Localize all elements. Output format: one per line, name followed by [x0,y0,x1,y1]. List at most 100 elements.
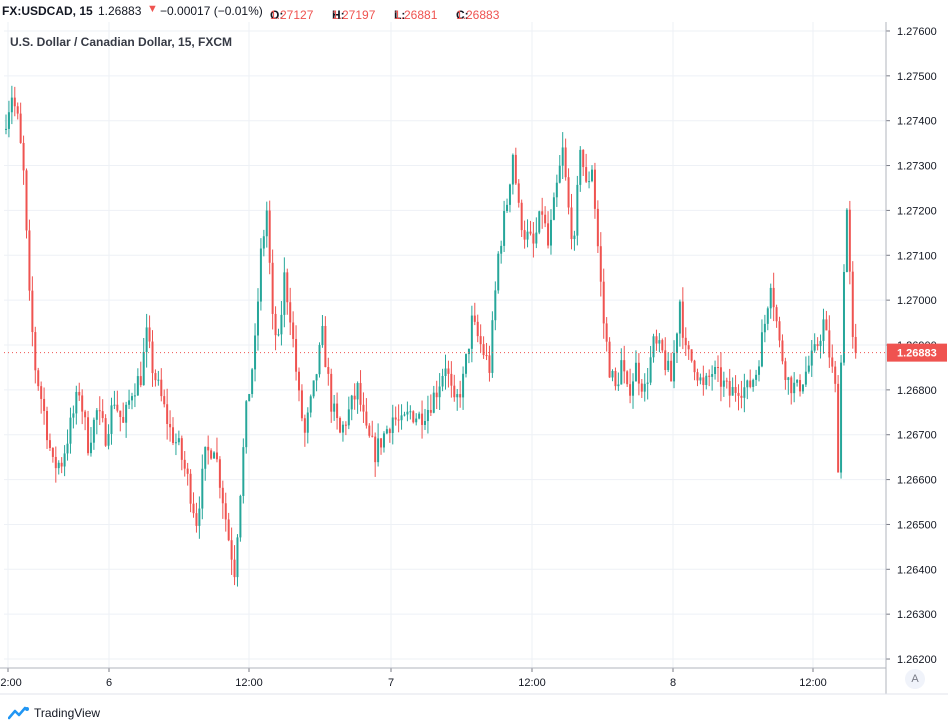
candle [145,313,148,368]
candle [300,384,303,422]
candle-body [541,211,544,215]
candle [289,287,292,336]
candle-body [450,373,453,386]
candle [107,424,110,450]
candle [576,175,579,246]
candle-body [693,360,696,373]
y-tick-label: 1.27400 [897,116,937,128]
candle [16,102,19,120]
candle [658,333,661,353]
candle-body [122,417,125,423]
y-tick-label: 1.26200 [897,654,937,666]
candle [840,354,843,479]
candle-body [40,386,43,399]
candle [169,410,172,442]
autoscale-button[interactable]: A [905,669,925,689]
candle [728,368,731,408]
candle-body [828,330,831,358]
candle-body [552,197,555,220]
candle [459,380,462,408]
candle-body [623,360,626,372]
candle [734,375,737,402]
candle-body [239,495,242,538]
candle [716,355,719,382]
candle [174,433,177,456]
candle-body [758,366,761,375]
symbol-header: FX:USDCAD, 15 1.26883 ▼ −0.00017 (−0.01%… [0,0,948,22]
candle [755,369,758,386]
candle [661,338,664,354]
candle [412,410,415,424]
candle-body [151,341,154,374]
candle-body [66,443,69,454]
candle [394,406,397,426]
candle-body [368,425,371,436]
candle [78,382,81,401]
candle-body [157,379,160,381]
candle-body [822,319,825,341]
candle-body [336,403,339,419]
candle-body [585,167,588,182]
candle-body [298,371,300,391]
candle-body [517,183,520,203]
candle [591,165,593,183]
candle-body [716,366,719,368]
candle [482,336,485,359]
candle-body [629,384,632,396]
candle [737,384,740,411]
candle [629,368,632,404]
tradingview-logo[interactable]: TradingView [8,705,100,721]
candle-body [482,344,485,356]
candle [303,414,306,447]
candle-body [649,357,652,383]
candle [781,334,784,365]
candle [333,394,336,421]
candle-body [415,418,418,423]
candle-body [837,383,840,473]
candle [274,306,277,351]
candle-body [192,503,195,514]
low-label: L: [394,8,406,22]
candle [819,334,822,359]
candle-body [538,211,541,233]
candle-body [280,314,283,335]
candle [271,249,274,330]
candle-body [514,154,517,184]
candle [377,423,380,467]
candle [763,314,766,343]
candle [497,251,500,294]
candle-body [465,354,468,374]
candle [189,469,192,513]
candle [309,394,312,418]
candle [382,431,385,453]
candle [198,496,201,539]
candle [40,381,43,414]
candle-body [309,396,312,413]
candle [298,367,300,402]
candle-body [579,149,582,185]
candle [388,427,391,443]
candle [816,337,819,351]
candle [256,288,259,351]
tradingview-logo-icon [8,706,29,720]
candle [34,326,37,384]
candle [801,384,804,394]
candle-body [728,381,731,396]
candle-body [289,302,292,323]
candle [421,400,424,439]
candle [57,460,60,475]
candle [125,401,128,438]
candle-body [69,417,72,444]
symbol-label[interactable]: FX:USDCAD, 15 [2,4,93,18]
candle [148,315,151,349]
candle [585,153,588,184]
y-tick-label: 1.27600 [897,26,937,38]
candle [277,328,280,337]
candle-body [54,456,57,469]
candle [690,349,693,363]
candle-body [365,411,368,426]
candle-body [775,307,778,322]
candle-body [43,398,46,412]
candle-body [60,462,63,467]
